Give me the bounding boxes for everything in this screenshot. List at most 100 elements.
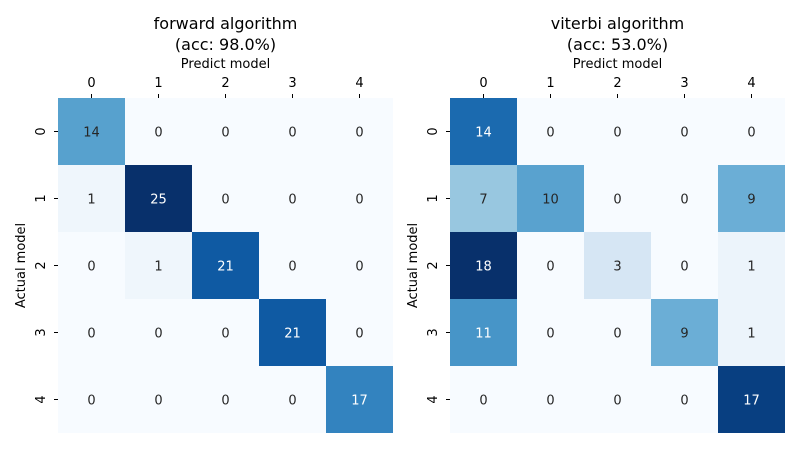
heatmap-cell-4-4	[718, 366, 785, 433]
cell-value-label: 0	[288, 193, 296, 208]
heatmap-cell-2-0	[58, 232, 125, 299]
cell-value-label: 25	[150, 193, 167, 208]
cell-value-label: 0	[613, 193, 621, 208]
cell-value-label: 0	[154, 327, 162, 342]
cell-value-label: 0	[546, 126, 554, 141]
heatmap-cell-1-2	[192, 165, 259, 232]
cell-value-label: 0	[355, 193, 363, 208]
heatmap-cell-4-0	[450, 366, 517, 433]
chart-subtitle: (acc: 98.0%)	[175, 35, 276, 54]
heatmap-cell-4-2	[192, 366, 259, 433]
heatmap-cell-0-1	[125, 98, 192, 165]
cell-value-label: 1	[154, 260, 162, 275]
y-tick-label: 3	[34, 328, 49, 336]
y-tick-label: 2	[426, 261, 441, 269]
cell-value-label: 0	[221, 327, 229, 342]
heatmap-cell-3-2	[584, 299, 651, 366]
y-axis-label: Actual model	[406, 223, 421, 308]
heatmap-cell-3-3	[651, 299, 718, 366]
chart-title: forward algorithm	[154, 14, 298, 33]
heatmap-cell-4-2	[584, 366, 651, 433]
cell-value-label: 0	[87, 260, 95, 275]
heatmap-cell-0-4	[326, 98, 393, 165]
chart-title: viterbi algorithm	[551, 14, 685, 33]
cell-value-label: 0	[680, 126, 688, 141]
cell-value-label: 9	[680, 327, 688, 342]
x-tick-label: 2	[613, 76, 621, 91]
heatmap-cell-4-3	[651, 366, 718, 433]
heatmap-cell-4-1	[125, 366, 192, 433]
cell-value-label: 0	[479, 394, 487, 409]
cell-value-label: 0	[221, 394, 229, 409]
x-axis-label: Predict model	[573, 57, 662, 72]
heatmap-cell-3-4	[718, 299, 785, 366]
x-tick-label: 1	[546, 76, 554, 91]
heatmap-cell-2-2	[192, 232, 259, 299]
heatmap-cell-1-0	[58, 165, 125, 232]
heatmap-cell-1-1	[125, 165, 192, 232]
y-tick-label: 1	[426, 194, 441, 202]
cell-value-label: 0	[288, 126, 296, 141]
cell-value-label: 3	[613, 260, 621, 275]
panel-forward: forward algorithm (acc: 98.0%) Predict mod…	[14, 14, 393, 433]
cell-value-label: 21	[217, 260, 234, 275]
heatmap-cell-2-4	[326, 232, 393, 299]
heatmap-cell-3-1	[517, 299, 584, 366]
cell-value-label: 9	[747, 193, 755, 208]
y-tick-label: 4	[426, 395, 441, 403]
cell-value-label: 0	[613, 126, 621, 141]
heatmap-cell-2-0	[450, 232, 517, 299]
heatmap-cell-0-3	[259, 98, 326, 165]
cell-value-label: 0	[154, 126, 162, 141]
cell-value-label: 0	[288, 394, 296, 409]
heatmap-cell-3-0	[58, 299, 125, 366]
cell-value-label: 0	[546, 260, 554, 275]
cell-value-label: 1	[747, 260, 755, 275]
heatmap-cell-1-3	[651, 165, 718, 232]
heatmap-cell-2-2	[584, 232, 651, 299]
cell-value-label: 0	[87, 327, 95, 342]
y-tick-label: 3	[426, 328, 441, 336]
heatmap-cell-0-4	[718, 98, 785, 165]
cell-value-label: 21	[284, 327, 301, 342]
x-tick-label: 4	[355, 76, 363, 91]
cell-value-label: 7	[479, 193, 487, 208]
cell-value-label: 0	[546, 327, 554, 342]
heatmap-cell-1-4	[718, 165, 785, 232]
heatmap-cell-2-4	[718, 232, 785, 299]
cell-value-label: 14	[475, 126, 492, 141]
x-axis-label: Predict model	[181, 57, 270, 72]
x-tick-label: 0	[87, 76, 95, 91]
y-axis-label: Actual model	[14, 223, 29, 308]
cell-value-label: 17	[351, 394, 368, 409]
x-tick-label: 2	[221, 76, 229, 91]
heatmap-cell-4-0	[58, 366, 125, 433]
cell-value-label: 1	[87, 193, 95, 208]
cell-value-label: 0	[680, 193, 688, 208]
y-tick-label: 2	[34, 261, 49, 269]
x-tick-label: 4	[747, 76, 755, 91]
cell-value-label: 0	[613, 394, 621, 409]
heatmap-cell-2-1	[517, 232, 584, 299]
cell-value-label: 0	[355, 327, 363, 342]
cell-value-label: 0	[680, 394, 688, 409]
x-tick-label: 3	[680, 76, 688, 91]
cell-value-label: 11	[475, 327, 492, 342]
x-tick-label: 3	[288, 76, 296, 91]
heatmap-cell-1-0	[450, 165, 517, 232]
cell-value-label: 0	[87, 394, 95, 409]
heatmap-cell-0-3	[651, 98, 718, 165]
cell-value-label: 0	[546, 394, 554, 409]
heatmap-cell-0-1	[517, 98, 584, 165]
cell-value-label: 0	[680, 260, 688, 275]
heatmap-cell-0-2	[584, 98, 651, 165]
y-tick-label: 4	[34, 395, 49, 403]
y-tick-label: 0	[34, 127, 49, 135]
cell-value-label: 0	[355, 260, 363, 275]
heatmap-cell-1-4	[326, 165, 393, 232]
cell-value-label: 0	[288, 260, 296, 275]
cell-value-label: 0	[355, 126, 363, 141]
heatmap-cell-3-3	[259, 299, 326, 366]
heatmap-cell-1-1	[517, 165, 584, 232]
